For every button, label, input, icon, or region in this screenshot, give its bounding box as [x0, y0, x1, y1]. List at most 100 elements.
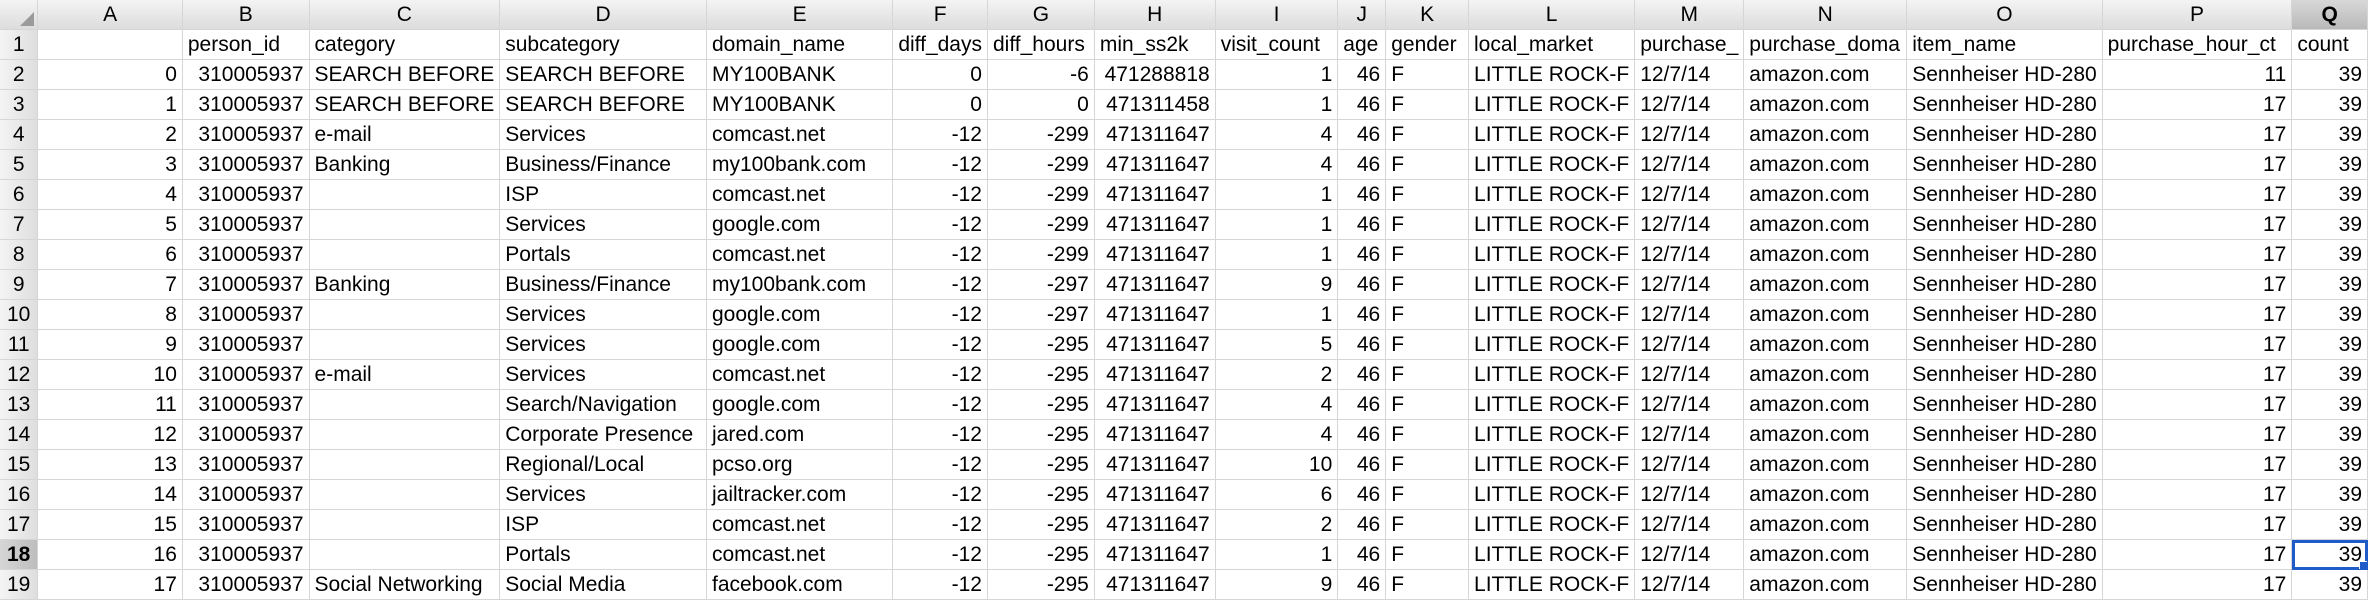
cell-p[interactable]: 17: [2102, 179, 2293, 210]
cell-n[interactable]: amazon.com: [1743, 329, 1908, 360]
cell-f[interactable]: -12: [892, 479, 988, 510]
cell-n[interactable]: amazon.com: [1743, 359, 1908, 390]
cell-m[interactable]: 12/7/14: [1634, 239, 1745, 270]
cell-m[interactable]: 12/7/14: [1634, 299, 1745, 330]
cell-g[interactable]: -295: [987, 419, 1095, 450]
column-header-j[interactable]: J: [1337, 0, 1387, 30]
cell-n[interactable]: amazon.com: [1743, 239, 1908, 270]
cell-a[interactable]: 0: [37, 59, 183, 90]
cell-b[interactable]: 310005937: [182, 359, 310, 390]
cell-b[interactable]: 310005937: [182, 569, 310, 600]
cell-j[interactable]: 46: [1337, 59, 1387, 90]
cell-d[interactable]: Corporate Presence: [499, 419, 707, 450]
cell-n[interactable]: amazon.com: [1743, 149, 1908, 180]
cell-a[interactable]: 17: [37, 569, 183, 600]
cell-q[interactable]: 39: [2291, 479, 2368, 510]
cell-b[interactable]: 310005937: [182, 149, 310, 180]
cell-e[interactable]: comcast.net: [706, 509, 894, 540]
cell-l[interactable]: LITTLE ROCK-F: [1468, 269, 1636, 300]
cell-p[interactable]: 17: [2102, 209, 2293, 240]
row-header-15[interactable]: 15: [0, 449, 39, 480]
field-name-cell[interactable]: count: [2291, 29, 2368, 60]
cell-j[interactable]: 46: [1337, 179, 1387, 210]
column-header-q[interactable]: Q: [2291, 0, 2368, 30]
cell-g[interactable]: -295: [987, 569, 1095, 600]
cell-h[interactable]: 471311647: [1094, 509, 1216, 540]
cell-g[interactable]: -295: [987, 509, 1095, 540]
cell-a[interactable]: 14: [37, 479, 183, 510]
column-header-h[interactable]: H: [1094, 0, 1216, 30]
column-header-m[interactable]: M: [1634, 0, 1745, 30]
cell-m[interactable]: 12/7/14: [1634, 569, 1745, 600]
cell-p[interactable]: 17: [2102, 119, 2293, 150]
cell-o[interactable]: Sennheiser HD-280: [1906, 269, 2103, 300]
cell-g[interactable]: -295: [987, 329, 1095, 360]
cell-k[interactable]: F: [1385, 119, 1470, 150]
cell-c[interactable]: SEARCH BEFORE: [309, 59, 501, 90]
cell-a[interactable]: 10: [37, 359, 183, 390]
cell-q[interactable]: 39: [2291, 239, 2368, 270]
cell-f[interactable]: -12: [892, 149, 988, 180]
cell-m[interactable]: 12/7/14: [1634, 149, 1745, 180]
cell-m[interactable]: 12/7/14: [1634, 269, 1745, 300]
cell-c[interactable]: [309, 419, 501, 450]
field-name-cell[interactable]: category: [309, 29, 501, 60]
cell-d[interactable]: Services: [499, 359, 707, 390]
cell-j[interactable]: 46: [1337, 419, 1387, 450]
row-header-4[interactable]: 4: [0, 119, 39, 150]
cell-n[interactable]: amazon.com: [1743, 89, 1908, 120]
cell-q[interactable]: 39: [2291, 389, 2368, 420]
cell-j[interactable]: 46: [1337, 329, 1387, 360]
cell-n[interactable]: amazon.com: [1743, 59, 1908, 90]
cell-a[interactable]: 7: [37, 269, 183, 300]
cell-f[interactable]: -12: [892, 449, 988, 480]
cell-k[interactable]: F: [1385, 299, 1470, 330]
cell-q[interactable]: 39: [2291, 329, 2368, 360]
cell-k[interactable]: F: [1385, 449, 1470, 480]
cell-i[interactable]: 4: [1215, 149, 1339, 180]
cell-a[interactable]: 16: [37, 539, 183, 570]
cell-d[interactable]: Social Media: [499, 569, 707, 600]
cell-p[interactable]: 17: [2102, 359, 2293, 390]
fill-handle[interactable]: [2359, 561, 2367, 569]
field-name-cell[interactable]: diff_hours: [987, 29, 1095, 60]
cell-o[interactable]: Sennheiser HD-280: [1906, 119, 2103, 150]
cell-n[interactable]: amazon.com: [1743, 569, 1908, 600]
field-name-cell[interactable]: domain_name: [706, 29, 894, 60]
selected-cell[interactable]: 39: [2291, 539, 2368, 570]
cell-h[interactable]: 471311647: [1094, 239, 1216, 270]
cell-c[interactable]: Banking: [309, 149, 501, 180]
row-header-1[interactable]: 1: [0, 29, 39, 60]
cell-e[interactable]: MY100BANK: [706, 89, 894, 120]
cell-g[interactable]: -299: [987, 149, 1095, 180]
cell-h[interactable]: 471288818: [1094, 59, 1216, 90]
cell-l[interactable]: LITTLE ROCK-F: [1468, 449, 1636, 480]
cell-n[interactable]: amazon.com: [1743, 269, 1908, 300]
cell-g[interactable]: -297: [987, 299, 1095, 330]
cell-m[interactable]: 12/7/14: [1634, 89, 1745, 120]
cell-d[interactable]: Business/Finance: [499, 269, 707, 300]
cell-l[interactable]: LITTLE ROCK-F: [1468, 509, 1636, 540]
cell-p[interactable]: 17: [2102, 299, 2293, 330]
cell-k[interactable]: F: [1385, 509, 1470, 540]
cell-m[interactable]: 12/7/14: [1634, 509, 1745, 540]
field-name-cell[interactable]: purchase_: [1634, 29, 1745, 60]
cell-b[interactable]: 310005937: [182, 539, 310, 570]
cell-p[interactable]: 17: [2102, 569, 2293, 600]
cell-d[interactable]: SEARCH BEFORE: [499, 59, 707, 90]
cell-g[interactable]: -295: [987, 359, 1095, 390]
column-header-d[interactable]: D: [499, 0, 707, 30]
field-name-cell[interactable]: subcategory: [499, 29, 707, 60]
cell-b[interactable]: 310005937: [182, 179, 310, 210]
cell-p[interactable]: 17: [2102, 479, 2293, 510]
cell-g[interactable]: -299: [987, 209, 1095, 240]
cell-b[interactable]: 310005937: [182, 509, 310, 540]
cell-h[interactable]: 471311647: [1094, 569, 1216, 600]
row-header-11[interactable]: 11: [0, 329, 39, 360]
cell-k[interactable]: F: [1385, 89, 1470, 120]
cell-c[interactable]: Banking: [309, 269, 501, 300]
row-header-9[interactable]: 9: [0, 269, 39, 300]
cell-b[interactable]: 310005937: [182, 479, 310, 510]
cell-q[interactable]: 39: [2291, 59, 2368, 90]
cell-n[interactable]: amazon.com: [1743, 479, 1908, 510]
